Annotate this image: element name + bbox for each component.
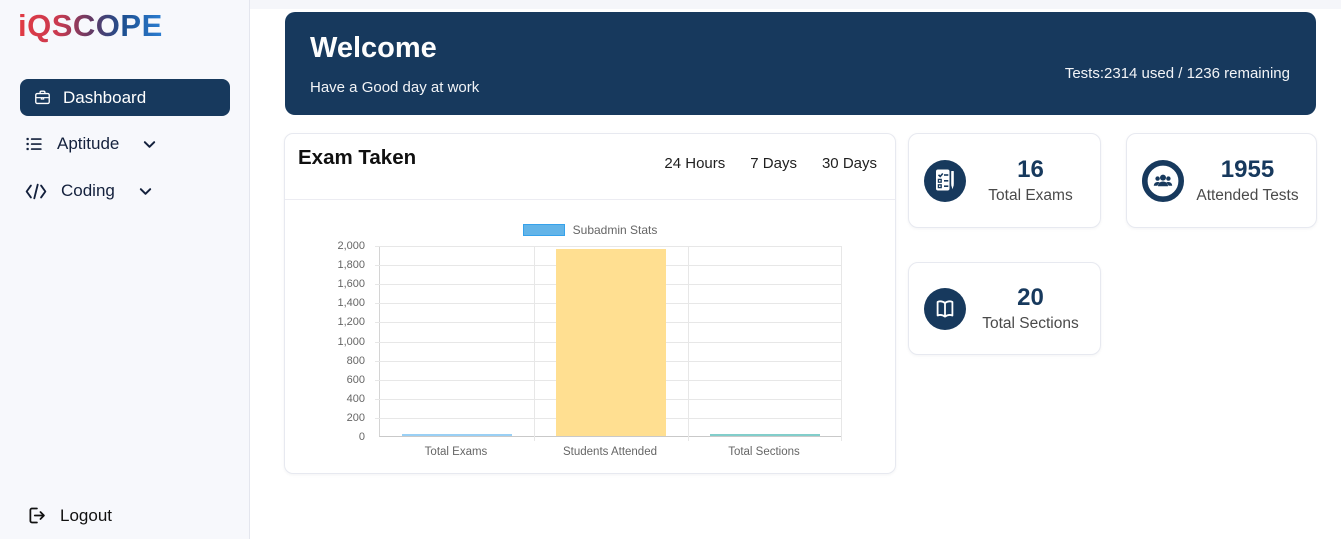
y-tick-label: 1,600 (337, 278, 365, 291)
chart-legend[interactable]: Subadmin Stats (285, 223, 895, 237)
chart-plot (375, 246, 842, 441)
sidebar: iQSCOPE Dashboard Aptitude (0, 0, 250, 539)
y-tick-label: 1,200 (337, 316, 365, 329)
stat-label: Total Sections (982, 315, 1079, 333)
y-tick-label: 200 (346, 411, 365, 424)
stat-label: Total Exams (988, 187, 1073, 205)
sidebar-item-dashboard[interactable]: Dashboard (20, 79, 230, 116)
filter-24-hours[interactable]: 24 Hours (664, 155, 726, 172)
y-tick-label: 2,000 (337, 240, 365, 252)
logout-icon (26, 505, 47, 526)
sidebar-item-label: Aptitude (57, 134, 120, 153)
x-category-label: Students Attended (563, 446, 657, 458)
exam-taken-card: Exam Taken 24 Hours 7 Days 30 Days Subadmi… (284, 133, 896, 474)
y-tick-label: 1,000 (337, 335, 365, 348)
y-tick-label: 1,800 (337, 259, 365, 272)
bar-total-exams[interactable] (401, 434, 513, 436)
x-category-label: Total Sections (728, 446, 800, 458)
logout-button[interactable]: Logout (26, 505, 112, 526)
welcome-subtitle: Have a Good day at work (310, 79, 480, 96)
briefcase-icon (33, 88, 52, 107)
tests-usage-info: Tests:2314 used / 1236 remaining (1064, 65, 1290, 82)
stat-value: 16 (1017, 155, 1044, 183)
exam-taken-title: Exam Taken (298, 146, 417, 169)
legend-swatch (522, 224, 565, 236)
chevron-down-icon (138, 184, 153, 199)
y-tick-label: 0 (358, 431, 365, 443)
y-tick-label: 600 (346, 373, 365, 386)
sidebar-item-label: Coding (61, 181, 115, 200)
stat-value: 1955 (1220, 155, 1275, 183)
h-gridline (375, 246, 841, 247)
stat-label: Attended Tests (1196, 187, 1299, 205)
attendees-icon (1141, 159, 1185, 203)
legend-label: Subadmin Stats (572, 223, 658, 237)
chart-ylabels: 2,000 1,800 1,600 1,400 1,200 1,000 800 600 400 2… (285, 240, 373, 443)
stat-card-total-exams: 16 Total Exams (908, 133, 1101, 228)
v-gridline (534, 246, 535, 441)
exam-checklist-icon (923, 159, 967, 203)
welcome-banner: Welcome Have a Good day at work Tests:23… (285, 12, 1316, 115)
time-filters: 24 Hours 7 Days 30 Days (664, 155, 877, 172)
y-tick-label: 400 (346, 392, 365, 405)
stat-card-attended-tests: 1955 Attended Tests (1126, 133, 1317, 228)
chart-xlabels: Total Exams Students Attended Total Sectio… (379, 446, 841, 458)
filter-30-days[interactable]: 30 Days (821, 155, 877, 172)
sidebar-item-aptitude[interactable]: Aptitude (24, 130, 157, 158)
app-logo: iQSCOPE (18, 8, 163, 43)
x-category-label: Total Exams (424, 446, 488, 458)
sidebar-item-coding[interactable]: Coding (24, 177, 153, 205)
chevron-down-icon (142, 137, 157, 152)
v-gridline (688, 246, 689, 441)
welcome-title: Welcome (310, 32, 437, 64)
filter-7-days[interactable]: 7 Days (750, 155, 797, 172)
sections-book-icon (923, 287, 967, 331)
list-icon (24, 134, 44, 154)
stat-value: 20 (1017, 283, 1044, 311)
stat-card-total-sections: 20 Total Sections (908, 262, 1101, 355)
v-gridline (841, 246, 842, 441)
bar-students-attended[interactable] (555, 249, 667, 436)
y-tick-label: 800 (346, 354, 365, 367)
bar-total-sections[interactable] (709, 434, 821, 436)
logout-label: Logout (60, 505, 112, 525)
top-strip (0, 0, 1341, 9)
code-icon (24, 183, 48, 200)
y-tick-label: 1,400 (337, 297, 365, 310)
divider (285, 199, 895, 200)
sidebar-item-label: Dashboard (63, 87, 147, 107)
